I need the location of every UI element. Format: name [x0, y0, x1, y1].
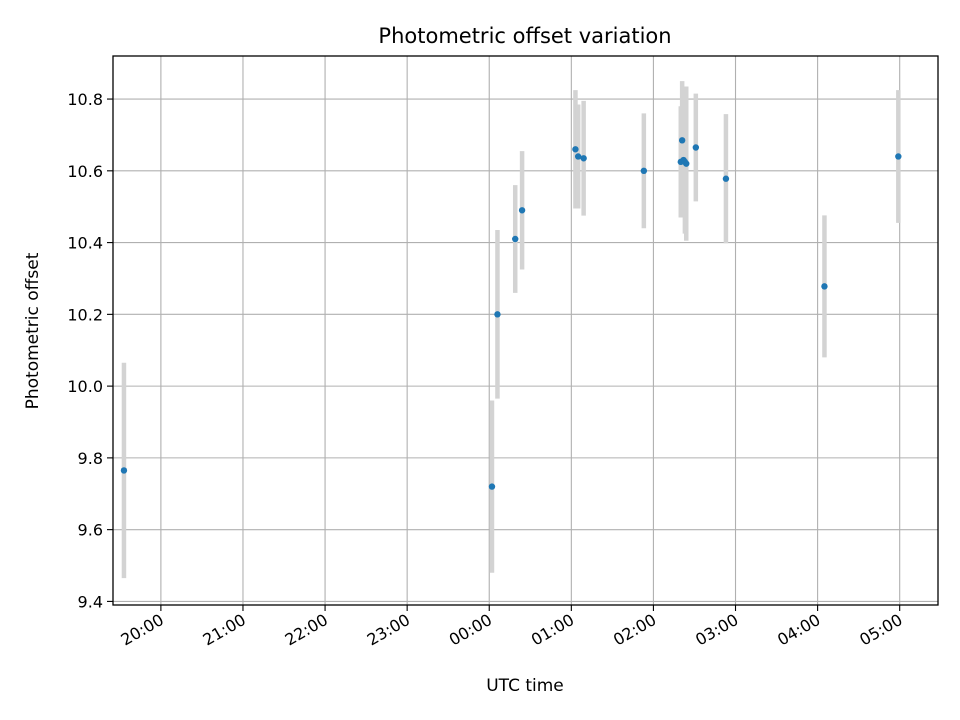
x-axis-ticks: 20:00 21:00 22:00 23:00 00:00 01:00 02:00 03:00… — [117, 605, 906, 650]
data-point — [488, 483, 496, 490]
y-tick-label: 9.6 — [78, 521, 103, 540]
x-tick-label: 03:00 — [692, 610, 741, 650]
grid — [113, 56, 938, 605]
data-point — [512, 235, 519, 243]
data-point — [640, 167, 648, 175]
data-point — [580, 155, 587, 162]
data-point — [120, 467, 128, 474]
y-axis-label: Photometric offset — [23, 252, 43, 409]
x-tick-label: 05:00 — [856, 610, 905, 650]
data-point — [683, 160, 690, 167]
y-axis-ticks: 9.4 9.6 9.8 10.0 10.2 10.4 10.6 10.8 — [67, 90, 113, 611]
chart-title: Photometric offset variation — [378, 24, 671, 48]
y-tick-label: 9.8 — [78, 449, 103, 468]
x-tick-label: 21:00 — [200, 610, 249, 650]
data-point — [692, 144, 700, 151]
x-tick-label: 20:00 — [117, 610, 166, 650]
data-point — [678, 137, 686, 144]
error-bars — [121, 81, 901, 579]
x-tick-label: 04:00 — [774, 610, 823, 650]
data-points — [120, 137, 902, 490]
x-axis-label: UTC time — [486, 676, 564, 696]
x-tick-label: 22:00 — [282, 610, 331, 650]
x-tick-label: 01:00 — [528, 610, 577, 650]
y-tick-label: 10.6 — [67, 162, 103, 181]
x-tick-label: 23:00 — [364, 610, 413, 650]
data-point — [494, 311, 501, 318]
data-point — [574, 153, 582, 160]
plot-frame — [112, 55, 939, 606]
data-point — [722, 175, 730, 182]
y-tick-label: 9.4 — [78, 592, 103, 611]
y-tick-label: 10.4 — [67, 234, 103, 253]
y-tick-label: 10.2 — [67, 305, 103, 324]
x-tick-label: 02:00 — [610, 610, 659, 650]
data-point — [572, 146, 579, 153]
y-tick-label: 10.0 — [67, 377, 103, 396]
y-tick-label: 10.8 — [67, 90, 103, 109]
data-point — [895, 153, 902, 160]
data-point — [821, 283, 828, 290]
x-tick-label: 00:00 — [446, 610, 495, 650]
data-point — [518, 207, 526, 214]
